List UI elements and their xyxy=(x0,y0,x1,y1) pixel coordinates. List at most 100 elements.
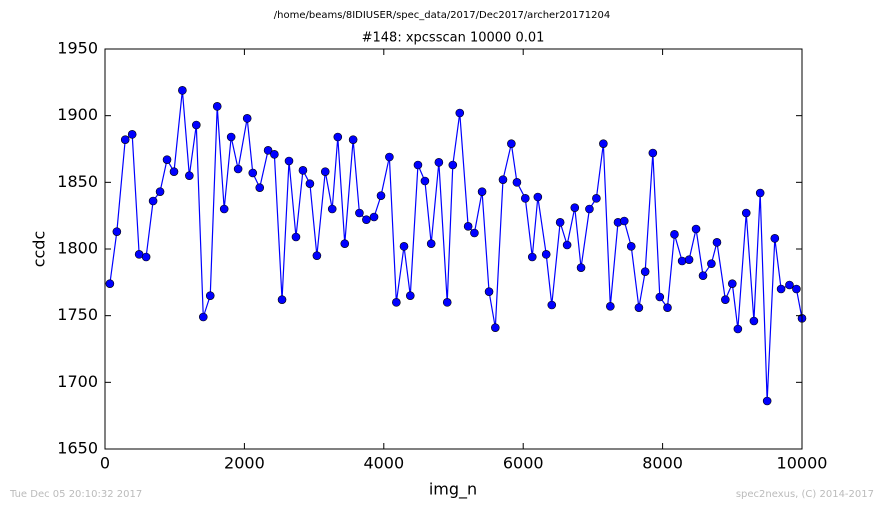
data-point xyxy=(219,204,229,214)
data-point xyxy=(663,303,672,312)
data-point xyxy=(498,175,508,184)
data-point xyxy=(298,166,308,175)
data-point xyxy=(169,167,179,176)
data-point xyxy=(369,212,379,222)
data-point xyxy=(327,204,337,214)
data-point xyxy=(512,178,522,187)
x-tick-label: 8000 xyxy=(642,454,683,473)
data-point xyxy=(762,396,772,406)
data-point xyxy=(691,224,701,234)
data-point xyxy=(205,291,215,300)
x-tick-label: 10000 xyxy=(777,454,828,473)
data-point xyxy=(263,146,273,155)
data-point xyxy=(491,323,500,332)
data-point xyxy=(562,240,572,250)
footer-left: Tue Dec 05 20:10:32 2017 xyxy=(9,489,142,500)
data-point xyxy=(320,167,330,176)
data-point xyxy=(527,252,537,262)
data-line xyxy=(109,90,803,402)
data-point xyxy=(185,171,194,180)
data-point xyxy=(399,242,409,251)
data-point xyxy=(684,255,694,264)
data-point xyxy=(477,187,487,196)
data-point xyxy=(749,316,759,326)
data-point xyxy=(606,302,615,311)
data-point xyxy=(785,280,794,290)
data-point xyxy=(792,284,801,294)
data-point xyxy=(670,230,679,239)
data-point xyxy=(362,215,371,224)
data-point xyxy=(255,183,265,192)
data-point xyxy=(270,150,279,159)
data-point xyxy=(105,279,115,288)
y-tick-label: 1900 xyxy=(57,105,98,124)
data-point xyxy=(721,295,730,304)
y-axis-label: ccdc xyxy=(30,231,49,268)
data-point xyxy=(507,139,516,148)
data-point xyxy=(405,291,415,300)
data-point xyxy=(434,158,444,167)
data-point xyxy=(333,132,343,142)
data-point xyxy=(442,298,452,307)
data-point xyxy=(619,216,629,226)
data-point xyxy=(291,232,301,242)
y-tick-label: 1700 xyxy=(57,372,98,391)
data-point xyxy=(576,263,586,272)
plot-frame xyxy=(104,48,803,450)
data-point xyxy=(376,191,386,200)
data-point xyxy=(155,187,165,196)
data-point xyxy=(348,135,358,144)
data-point xyxy=(305,179,315,188)
data-point xyxy=(127,130,137,139)
y-tick-label: 1950 xyxy=(57,39,98,58)
data-point xyxy=(192,120,201,130)
data-point xyxy=(570,203,580,212)
data-point xyxy=(626,242,636,251)
data-point xyxy=(585,204,594,214)
data-point xyxy=(162,155,172,164)
data-point xyxy=(707,259,716,268)
data-point xyxy=(592,194,601,203)
data-point xyxy=(277,295,287,304)
x-axis-label: img_n xyxy=(429,480,477,500)
data-point xyxy=(178,86,187,95)
data-point xyxy=(634,303,644,312)
x-tick-label: 2000 xyxy=(224,454,265,473)
data-point xyxy=(648,148,658,158)
data-point xyxy=(712,238,722,247)
data-point xyxy=(547,300,557,310)
data-point xyxy=(520,194,530,203)
data-point xyxy=(677,256,687,266)
data-point xyxy=(212,102,222,111)
y-tick-label: 1800 xyxy=(57,239,98,258)
y-tick-label: 1650 xyxy=(57,439,98,458)
data-point xyxy=(284,156,294,166)
x-tick-label: 6000 xyxy=(503,454,544,473)
y-tick-label: 1850 xyxy=(57,172,98,191)
y-tick-label: 1750 xyxy=(57,305,98,324)
data-point xyxy=(426,239,436,248)
data-point xyxy=(148,196,158,206)
data-point xyxy=(413,160,423,170)
data-point xyxy=(455,108,465,118)
data-point xyxy=(541,250,551,259)
data-point xyxy=(727,279,737,288)
x-tick-label: 0 xyxy=(100,454,110,473)
suptitle: /home/beams/8IDIUSER/spec_data/2017/Dec2… xyxy=(274,10,610,21)
data-point xyxy=(312,251,322,260)
data-point xyxy=(741,208,751,218)
data-point xyxy=(533,192,543,202)
data-point xyxy=(755,188,765,198)
data-point xyxy=(242,114,252,123)
data-point xyxy=(448,160,458,170)
data-point xyxy=(770,234,780,243)
data-point xyxy=(463,222,473,231)
data-point xyxy=(141,252,151,262)
data-point xyxy=(776,284,786,294)
data-point xyxy=(640,267,650,276)
data-point xyxy=(420,176,430,186)
data-point xyxy=(392,298,401,307)
data-point xyxy=(698,271,708,280)
